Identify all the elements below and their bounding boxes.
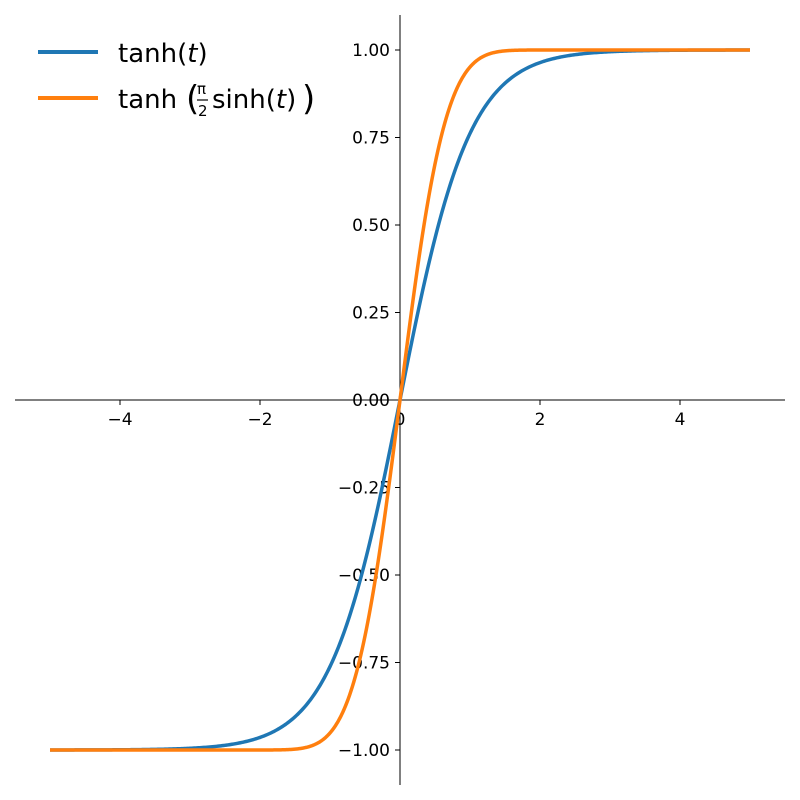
y-tick-label: 1.00 — [352, 41, 390, 61]
y-ticks: −1.00−0.75−0.50−0.250.000.250.500.751.00 — [338, 41, 400, 761]
y-tick-label: 0.75 — [352, 129, 390, 149]
x-tick-label: 2 — [535, 410, 546, 430]
y-tick-label: −0.25 — [338, 479, 390, 499]
series-line-tanh-sinh — [49, 48, 751, 752]
x-tick-label: 0 — [395, 410, 406, 430]
x-tick-label: −4 — [107, 410, 132, 430]
legend-label: tanh(t) — [118, 39, 208, 69]
y-tick-label: −1.00 — [338, 741, 390, 761]
legend-label-inner: sinh(t) — [212, 85, 296, 115]
legend-entry-tanh: tanh(t) — [38, 39, 208, 69]
legend-entry-tanh-sinh: tanh ( π 2 sinh(t) ) — [38, 79, 315, 120]
y-tick-label: 0.50 — [352, 216, 390, 236]
legend-frac-num: π — [197, 80, 206, 98]
legend-frac-den: 2 — [198, 102, 208, 120]
x-tick-label: −2 — [247, 410, 272, 430]
legend-label-fn: tanh — [118, 85, 177, 115]
x-ticks: −4 −2 0 2 4 — [107, 400, 685, 430]
curves — [49, 48, 751, 752]
y-tick-label: 0.00 — [352, 391, 390, 411]
legend-close-paren: ) — [302, 79, 315, 119]
y-tick-label: 0.25 — [352, 304, 390, 324]
y-tick-label: −0.75 — [338, 654, 390, 674]
legend-open-paren: ( — [186, 79, 199, 119]
x-tick-label: 4 — [675, 410, 686, 430]
legend: tanh(t) tanh ( π 2 sinh(t) ) — [38, 39, 315, 120]
